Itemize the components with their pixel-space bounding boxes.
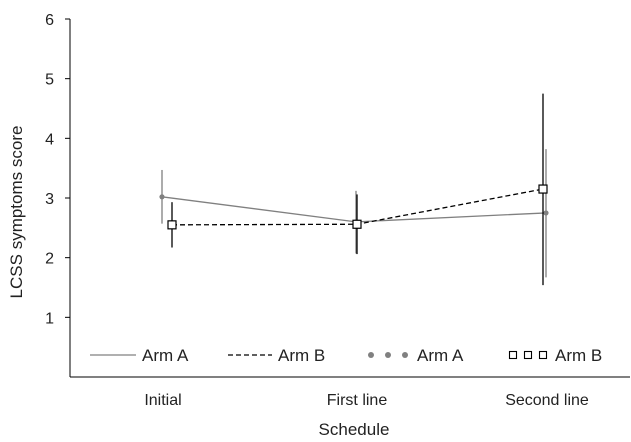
plot-area: 1 2 3 4 5 6 Initial First line Second line Arm A A… [45, 12, 630, 409]
y-tick-label: 5 [45, 72, 54, 89]
y-tick-label: 3 [45, 191, 54, 208]
legend-symbol-dot [402, 352, 408, 358]
legend-label: Arm B [278, 346, 325, 365]
legend-symbol-dot [368, 352, 374, 358]
legend-symbol-square [508, 350, 518, 360]
x-tick-label: First line [327, 392, 388, 409]
x-tick-label: Second line [505, 392, 589, 409]
x-axis-title: Schedule [319, 420, 390, 439]
legend-label: Arm A [142, 346, 189, 365]
x-tick-label: Initial [144, 392, 181, 409]
data-point-arm-b [167, 220, 177, 230]
legend-label: Arm B [555, 346, 602, 365]
legend-symbol-square [523, 350, 533, 360]
legend-symbol-square [538, 350, 548, 360]
data-point-arm-a [159, 194, 165, 200]
legend-symbol-dot [385, 352, 391, 358]
legend-label: Arm A [417, 346, 464, 365]
series-line-arm-a [161, 196, 547, 223]
data-point-arm-b [352, 219, 362, 229]
data-point-arm-a [543, 210, 549, 216]
y-tick-label: 1 [45, 310, 54, 327]
data-point-arm-b [538, 184, 548, 194]
y-tick-label: 2 [45, 251, 54, 268]
y-axis-title: LCSS symptoms score [7, 126, 26, 299]
y-tick-label: 6 [45, 12, 54, 29]
y-tick-label: 4 [45, 131, 54, 148]
